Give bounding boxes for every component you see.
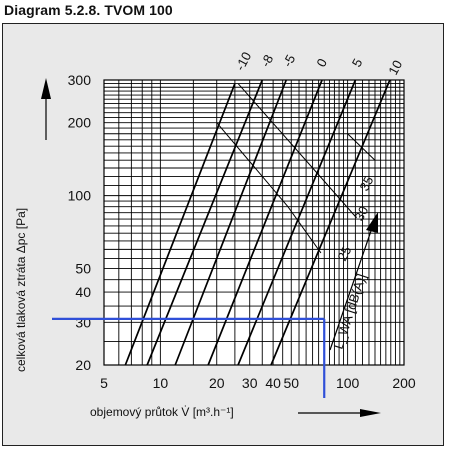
series-line-5 <box>270 79 391 366</box>
noise-label-2: 35 <box>356 174 376 194</box>
diagram-title: Diagram 5.2.8. TVOM 100 <box>4 2 173 18</box>
noise-label-1: 30 <box>351 204 371 224</box>
noise-arrow-head <box>366 212 378 233</box>
highlight-lines <box>52 317 326 398</box>
series-label-3: 0 <box>313 56 330 69</box>
axes <box>41 78 405 417</box>
series-label-0: -10 <box>232 49 254 73</box>
y-tick-label: 200 <box>68 115 92 131</box>
y-tick-label: 30 <box>75 314 91 330</box>
x-axis-label: objemový průtok V̇ [m³.h⁻¹] <box>90 405 234 419</box>
x-tick-label: 20 <box>209 375 225 391</box>
plot-area <box>104 80 404 365</box>
series-label-4: 5 <box>349 56 366 69</box>
series-lines <box>124 79 391 366</box>
x-axis-arrow-head <box>360 409 381 417</box>
series-line-3 <box>207 79 323 366</box>
series-label-5: 10 <box>385 58 405 78</box>
series-label-2: -5 <box>280 52 299 69</box>
noise-line-1 <box>237 83 356 217</box>
plot-border <box>103 79 405 366</box>
series-labels: -10 -8 -5 0 5 10 <box>232 49 405 77</box>
y-tick-label: 300 <box>68 72 92 88</box>
x-tick-label: 200 <box>392 375 416 391</box>
noise-arrow-line <box>329 227 373 351</box>
x-tick-label: 10 <box>153 375 169 391</box>
y-tick-label: 50 <box>75 261 91 277</box>
x-tick-label: 5 <box>100 375 108 391</box>
y-axis-label: celková tlaková ztráta Δpc [Pa] <box>14 208 28 372</box>
series-line-2 <box>174 79 288 366</box>
y-tick-label: 100 <box>68 188 92 204</box>
y-axis-arrow-head <box>41 78 51 99</box>
x-tick-label: 40 <box>265 375 281 391</box>
noise-line-0 <box>216 122 322 254</box>
series-line-4 <box>237 79 357 366</box>
series-line-1 <box>146 79 264 366</box>
noise-label-0: 25 <box>334 244 354 264</box>
x-tick-label: 50 <box>283 375 299 391</box>
x-tick-label: 30 <box>242 375 258 391</box>
y-tick-label: 20 <box>75 357 91 373</box>
noise-line-2 <box>347 133 376 161</box>
y-tick-label: 40 <box>75 284 91 300</box>
x-tick-label: 100 <box>336 375 360 391</box>
series-label-1: -8 <box>258 52 277 69</box>
